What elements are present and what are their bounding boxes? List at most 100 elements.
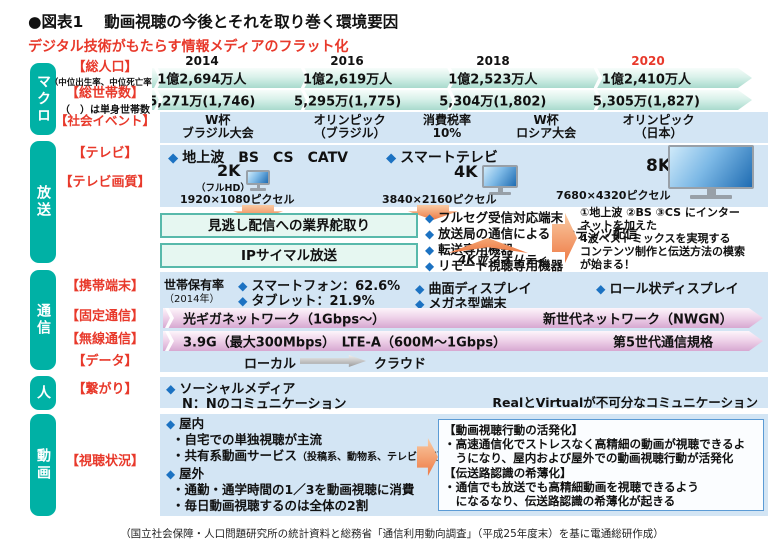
year-2016: 2016: [330, 54, 364, 68]
smart-tv-label: スマートテレビ: [386, 147, 498, 167]
households-2018: 5,304万(1,802): [439, 94, 547, 110]
chevron-icon: [165, 331, 174, 351]
figure-subtitle: デジタル技術がもたらす情報メディアのフラット化: [28, 39, 349, 55]
tv-base: [250, 188, 266, 191]
bullet-fullseg: フルセグ受信対応端末: [425, 210, 638, 226]
tv-icon-2k: [246, 170, 270, 191]
vbox-line: ・通信でも放送でも高精細動画を視聴できるよう: [444, 479, 699, 494]
sidebar-item-broadcast: 放送: [30, 141, 56, 263]
event-line: ロシア大会: [516, 126, 577, 141]
indoor-item-note: （投稿系、動物系、テレビ番組）: [297, 452, 448, 463]
arrow-right-icon: [417, 438, 438, 476]
tv-8k-label: 8K: [646, 156, 672, 176]
bullet-content-delivery: 放送局の通信によるコンテンツ配信: [425, 226, 638, 242]
ownership-rate-year: （2014年）: [164, 294, 220, 305]
tv-stand: [256, 185, 260, 188]
vbox-line: 【動画視聴行動の活発化】: [444, 423, 584, 437]
event-line: （ブラジル）: [313, 126, 386, 141]
tv-base: [489, 192, 511, 195]
event-line: オリンピック: [622, 112, 695, 127]
label-households: 【総世帯数】: [65, 86, 144, 101]
sidebar-item-comm: 通信: [30, 270, 56, 370]
quality-note: 4K並クオリティ: [458, 253, 547, 267]
event-line: （日本）: [634, 126, 683, 141]
event-worldcup-russia: W杯 ロシア大会: [516, 112, 577, 142]
event-olympics-japan: オリンピック （日本）: [622, 112, 695, 142]
ownership-rate-label: 世帯保有率: [164, 278, 225, 292]
broadcast-bullets: フルセグ受信対応端末 放送局の通信によるコンテンツ配信 転送専用機器 リモート視…: [425, 210, 638, 274]
tablet-rate: タブレット：21.9%: [238, 290, 375, 309]
rollable-display: ロール状ディスプレイ: [596, 278, 739, 297]
population-2016: 1億2,619万人: [303, 72, 393, 88]
social-events-strip: W杯 ブラジル大会 オリンピック （ブラジル） 消費税率 10% W杯 ロシア大…: [160, 112, 768, 143]
communication-strip: 世帯保有率 （2014年） スマートフォン：62.6% タブレット：21.9% …: [160, 272, 768, 372]
fiber-network: 光ギガネットワーク（1Gbps〜）: [183, 312, 386, 328]
video-strip: 屋内 ・自宅での単独視聴が主流 ・共有系動画サービス（投稿系、動物系、テレビ番組…: [160, 414, 768, 516]
population-ribbon: 1億2,694万人 1億2,619万人 1億2,523万人 1億2,410万人: [152, 68, 752, 88]
tv-screen: [482, 165, 518, 188]
viewing-status-list: 屋内 ・自宅での単独視聴が主流 ・共有系動画サービス（投稿系、動物系、テレビ番組…: [166, 416, 447, 514]
label-population-note: （中位出生率、中位死亡率）: [49, 78, 161, 88]
households-ribbon: 5,271万(1,746) 5,295万(1,775) 5,304万(1,802…: [152, 90, 752, 110]
nwgn-network: 新世代ネットワーク（NWGN）: [543, 312, 733, 328]
terrestrial-bs-cs-catv: 地上波 BS CS CATV: [168, 147, 348, 167]
vbox-line: ・高速通信化でストレスなく高精細の動画が視聴できるよ: [444, 437, 746, 452]
population-2014: 1億2,694万人: [157, 72, 247, 88]
households-2016: 5,295万(1,775): [294, 94, 402, 110]
sidebar-item-people: 人: [30, 376, 56, 410]
note-line: ネットを加えた: [580, 219, 657, 232]
event-line: W杯: [533, 112, 559, 127]
outdoor-heading: 屋外: [166, 466, 447, 482]
event-worldcup-brazil: W杯 ブラジル大会: [181, 113, 254, 142]
tv-icon-4k: [482, 165, 518, 195]
tv-4k-pixels: 3840×2160ピクセル: [382, 193, 497, 206]
year-2014: 2014: [185, 54, 219, 68]
event-line: 消費税率: [422, 112, 471, 127]
wireless-network-ribbon: 3.9G（最大300Mbps） LTE-A（600M〜1Gbps） 第5世代通信…: [163, 331, 763, 351]
label-mobile-devices: 【携帯端末】: [65, 279, 144, 294]
tv-2k-pixels: 1920×1080ピクセル: [180, 193, 295, 206]
real-virtual-note: RealとVirtualが不可分なコミュニケーション: [492, 395, 758, 410]
tv-4k-label: 4K: [454, 162, 478, 181]
event-line: 10%: [432, 126, 462, 141]
local-label: ローカル: [244, 357, 297, 372]
households-2020: 5,305万(1,827): [592, 94, 700, 110]
note-line: コンテンツ制作と伝送方法の模索: [580, 245, 745, 258]
outdoor-item: ・毎日動画視聴するのは全体の2割: [172, 498, 369, 513]
nn-communication: N：Nのコミュニケーション: [182, 397, 347, 412]
year-2018: 2018: [476, 54, 510, 68]
local-to-cloud-arrow-icon: [300, 355, 366, 367]
best-mix-note: ①地上波 ②BS ③CS にインター ネットを加えた 4波ベストミックスを実現す…: [580, 206, 745, 271]
event-line: オリンピック: [313, 112, 386, 127]
label-tv-quality: 【テレビ画質】: [59, 175, 151, 190]
label-tv: 【テレビ】: [72, 146, 138, 161]
note-line: 4波ベストミックスを実現する: [580, 232, 731, 245]
tv-2k-label: 2K: [217, 161, 241, 180]
video-behavior-box: 【動画視聴行動の活発化】 ・高速通信化でストレスなく高精細の動画が視聴できるよ …: [438, 419, 764, 511]
indoor-item: ・自宅での単独視聴が主流: [172, 432, 323, 447]
source-note: （国立社会保障・人口問題研究所の統計資料と総務省「通信利用動向調査」（平成25年…: [120, 528, 664, 540]
label-fixed-comm: 【固定通信】: [65, 309, 144, 324]
page-title: ●図表1 動画視聴の今後とそれを取り巻く環境要因: [28, 13, 399, 31]
note-line: が始まる！: [580, 258, 635, 271]
label-viewing-status: 【視聴状況】: [65, 454, 144, 469]
broadcast-strip: 地上波 BS CS CATV 2K （フルHD） 1920×1080ピクセル ス…: [160, 145, 768, 207]
cloud-label: クラウド: [374, 357, 427, 372]
label-data: 【データ】: [72, 354, 138, 369]
sidebar-item-macro: マクロ: [30, 63, 56, 135]
event-line: ブラジル大会: [181, 126, 254, 141]
chevron-icon: [165, 308, 174, 328]
year-2020: 2020: [631, 54, 665, 68]
indoor-item-text: ・共有系動画サービス: [172, 448, 298, 463]
population-2018: 1億2,523万人: [448, 72, 538, 88]
g5-standard: 第5世代通信規格: [613, 335, 714, 351]
vbox-line: 【伝送路認識の希薄化】: [444, 465, 572, 480]
outdoor-item: ・通勤・通学時間の1／3を動画視聴に消費: [172, 482, 415, 497]
ip-simulcast-box: IPサイマル放送: [160, 243, 418, 268]
vbox-line: うになり、屋内および屋外での動画視聴行動が活発化: [444, 451, 734, 466]
people-strip: ソーシャルメディア N：Nのコミュニケーション RealとVirtualが不可分…: [160, 377, 768, 412]
households-2014: 5,271万(1,746): [148, 94, 256, 110]
tv-stand: [497, 188, 503, 192]
bullet-remote-viewing: リモート視聴専用機器: [425, 258, 638, 274]
